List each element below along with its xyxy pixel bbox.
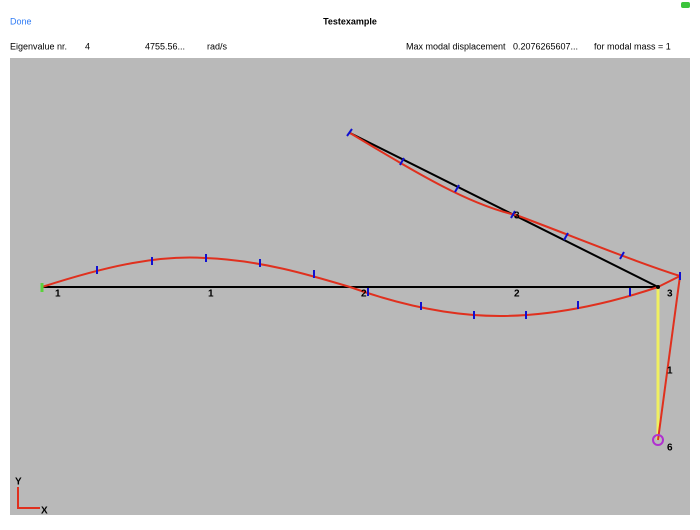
- node-label: 6: [667, 443, 673, 454]
- max-label: Max modal displacement: [406, 41, 506, 51]
- info-row: Eigenvalue nr. 4 4755.56... rad/s Max mo…: [10, 41, 671, 51]
- diagonal: [349, 132, 659, 288]
- node-label: 2: [361, 289, 367, 300]
- deformed-column: [657, 275, 681, 441]
- status-icon: [681, 2, 690, 8]
- element-label: 1: [667, 366, 673, 377]
- axis-indicator: Y X: [15, 477, 48, 517]
- max-value: 0.2076265607...: [513, 41, 578, 51]
- element-label: 2: [514, 289, 520, 300]
- done-button[interactable]: Done: [10, 16, 32, 26]
- top-bar: Done Testexample: [10, 2, 690, 26]
- eigen-value: 4755.56...: [145, 41, 185, 51]
- unit: rad/s: [207, 41, 228, 51]
- mass-label: for modal mass = 1: [594, 41, 671, 51]
- element-label: 1: [208, 289, 214, 300]
- node: [656, 285, 660, 289]
- eigen-number: 4: [85, 41, 90, 51]
- deformed-diagonal: [349, 132, 681, 277]
- eigen-label: Eigenvalue nr.: [10, 41, 67, 51]
- labels: 1 1 2 2 3 1 6 3: [55, 211, 673, 454]
- element-label: 1: [55, 289, 61, 300]
- deformed-beam: [41, 256, 681, 318]
- node-label: 3: [667, 289, 673, 300]
- axis-y: Y: [15, 477, 22, 488]
- mesh-ticks: [96, 128, 681, 319]
- element-label: 3: [514, 211, 520, 222]
- axis-x: X: [41, 506, 48, 517]
- mode-shape: [41, 132, 681, 441]
- axis-arrows: [17, 487, 40, 509]
- title: Testexample: [323, 16, 377, 26]
- node-marker: [652, 434, 664, 446]
